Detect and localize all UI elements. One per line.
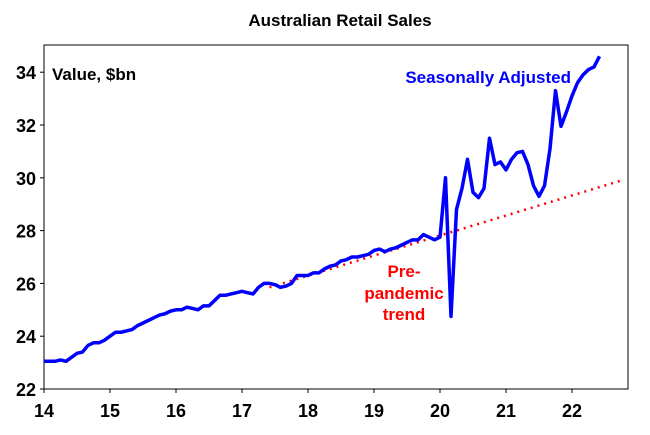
label-trend-3: trend — [383, 305, 426, 324]
y-tick-label: 24 — [16, 327, 36, 347]
x-tick-label: 14 — [34, 401, 54, 421]
y-tick-label: 22 — [16, 380, 36, 400]
label-trend-1: Pre- — [387, 262, 420, 281]
x-tick-label: 17 — [232, 401, 252, 421]
x-tick-label: 21 — [496, 401, 516, 421]
x-tick-label: 15 — [100, 401, 120, 421]
y-tick-label: 32 — [16, 116, 36, 136]
y-tick-label: 26 — [16, 274, 36, 294]
chart-title: Australian Retail Sales — [248, 11, 431, 30]
y-tick-label: 30 — [16, 169, 36, 189]
y-tick-label: 28 — [16, 222, 36, 242]
plot-area — [43, 44, 629, 390]
x-tick-label: 22 — [562, 401, 582, 421]
x-tick-label: 18 — [298, 401, 318, 421]
series-line-pre-pandemic-trend — [269, 179, 622, 289]
x-tick-label: 16 — [166, 401, 186, 421]
label-seasonally-adjusted: Seasonally Adjusted — [405, 68, 571, 87]
y-axis-label: Value, $bn — [52, 65, 136, 84]
label-trend-2: pandemic — [364, 284, 443, 303]
x-tick-label: 20 — [430, 401, 450, 421]
series-line-seasonally-adjusted — [44, 55, 602, 364]
y-tick-label: 34 — [16, 63, 36, 83]
x-tick-label: 19 — [364, 401, 384, 421]
